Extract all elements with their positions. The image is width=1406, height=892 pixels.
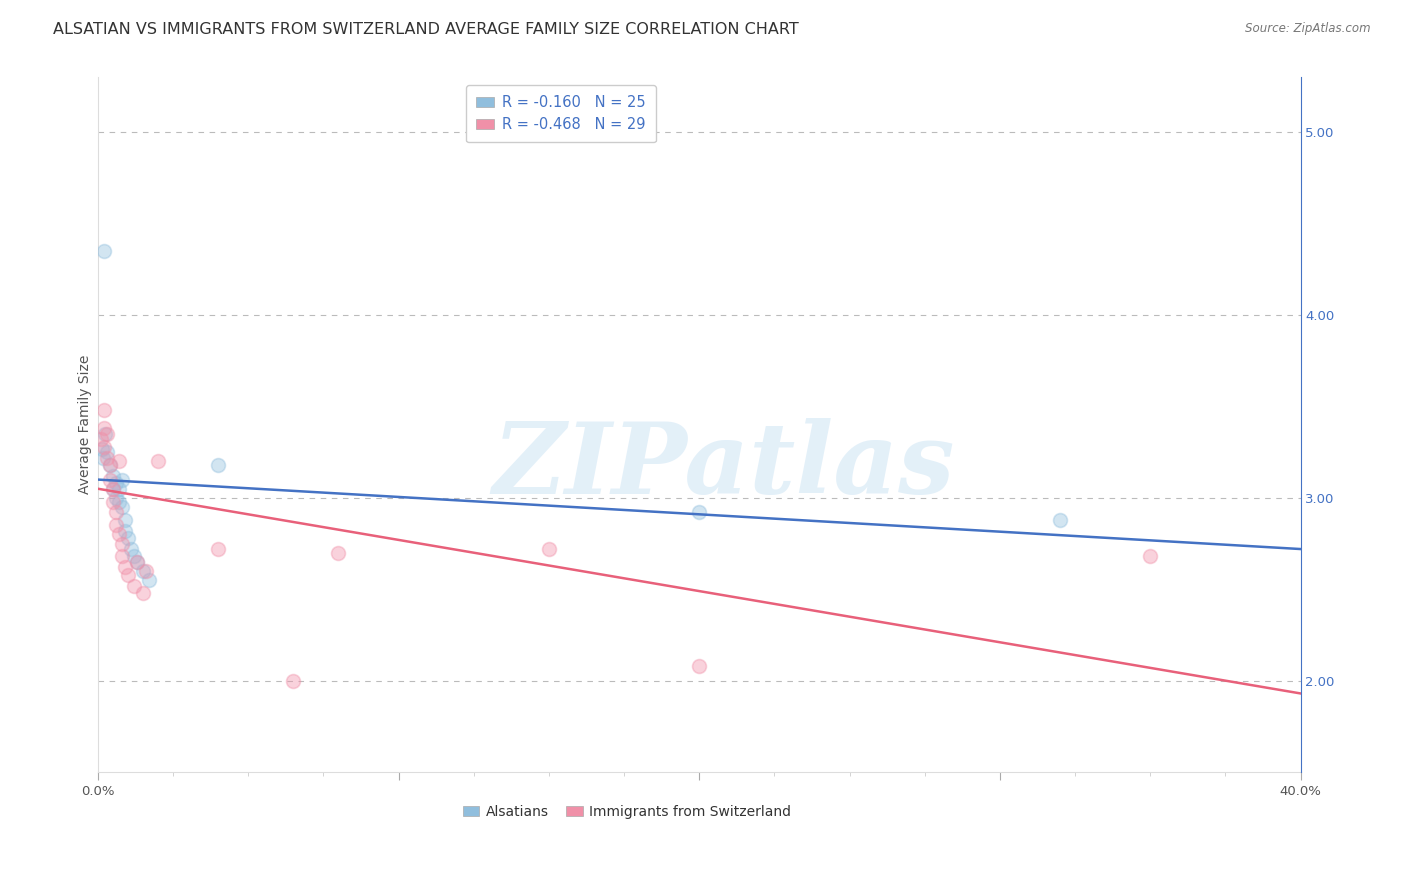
Point xyxy=(132,564,155,578)
Point xyxy=(91,442,114,456)
Point xyxy=(93,244,115,258)
Point xyxy=(104,518,127,533)
Point xyxy=(111,549,134,564)
Point xyxy=(122,549,145,564)
Point xyxy=(93,440,115,454)
Point xyxy=(104,506,127,520)
Point xyxy=(93,421,115,435)
Point xyxy=(1139,549,1161,564)
Point xyxy=(96,445,118,459)
Point xyxy=(111,536,134,550)
Point xyxy=(328,546,350,560)
Point xyxy=(125,555,148,569)
Point xyxy=(146,454,169,468)
Point xyxy=(122,578,145,592)
Text: ZIPatlas: ZIPatlas xyxy=(492,418,955,515)
Point xyxy=(101,482,124,496)
Point xyxy=(125,555,148,569)
Point xyxy=(90,433,112,447)
Point xyxy=(117,531,139,545)
Point xyxy=(111,473,134,487)
Point xyxy=(94,426,117,441)
Point xyxy=(207,458,229,472)
Point xyxy=(108,482,131,496)
Point xyxy=(135,564,157,578)
Point xyxy=(96,450,118,465)
Point xyxy=(98,458,121,472)
Point xyxy=(108,494,131,508)
Point xyxy=(98,473,121,487)
Point xyxy=(120,542,142,557)
Point xyxy=(91,450,114,465)
Text: Source: ZipAtlas.com: Source: ZipAtlas.com xyxy=(1246,22,1371,36)
Legend: Alsatians, Immigrants from Switzerland: Alsatians, Immigrants from Switzerland xyxy=(457,799,797,824)
Point xyxy=(132,586,155,600)
Point xyxy=(101,469,124,483)
Point xyxy=(114,513,136,527)
Text: ALSATIAN VS IMMIGRANTS FROM SWITZERLAND AVERAGE FAMILY SIZE CORRELATION CHART: ALSATIAN VS IMMIGRANTS FROM SWITZERLAND … xyxy=(53,22,799,37)
Point xyxy=(101,482,124,496)
Point xyxy=(283,673,305,688)
Point xyxy=(138,573,160,587)
Point xyxy=(207,542,229,557)
Point xyxy=(98,458,121,472)
Point xyxy=(688,506,710,520)
Point xyxy=(688,659,710,673)
Point xyxy=(117,567,139,582)
Point xyxy=(96,426,118,441)
Point xyxy=(111,500,134,514)
Point xyxy=(101,494,124,508)
Point xyxy=(537,542,560,557)
Point xyxy=(93,403,115,417)
Point xyxy=(108,527,131,541)
Point xyxy=(108,454,131,468)
Y-axis label: Average Family Size: Average Family Size xyxy=(79,355,93,494)
Point xyxy=(114,560,136,574)
Point xyxy=(1049,513,1071,527)
Point xyxy=(104,476,127,491)
Point xyxy=(104,491,127,505)
Point xyxy=(114,524,136,538)
